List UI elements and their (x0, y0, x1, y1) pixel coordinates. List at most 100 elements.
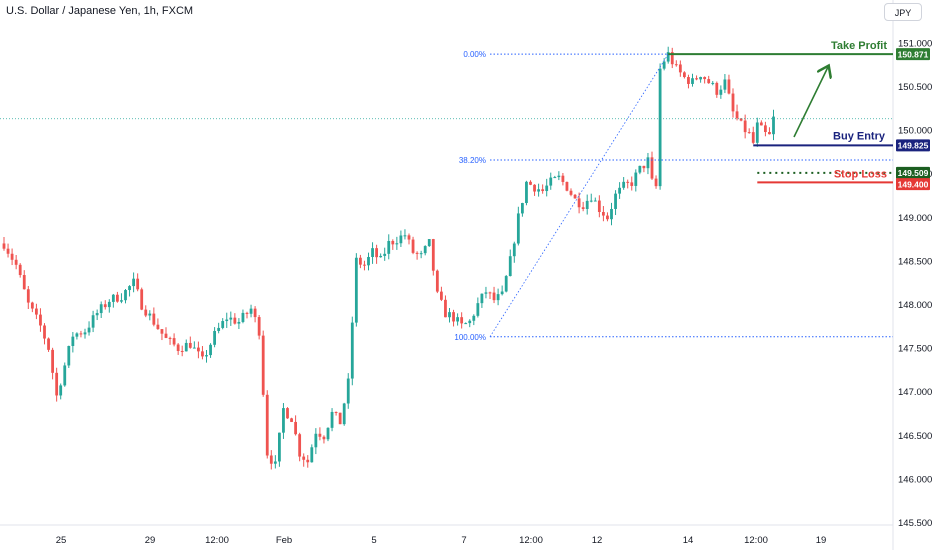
candle-body (541, 189, 545, 192)
candle-body (116, 294, 119, 302)
candle-body (383, 253, 387, 256)
candle-body (764, 125, 767, 133)
candle-body (310, 447, 314, 463)
candle-body (695, 78, 698, 80)
candle-body (14, 259, 18, 265)
take-profit-price-tag (896, 48, 930, 61)
candle-body (359, 257, 362, 265)
candle-body (504, 276, 508, 292)
candle-body (26, 289, 30, 303)
candle-body (602, 212, 605, 216)
x-tick-label: 14 (683, 535, 694, 546)
candle-body (557, 175, 561, 178)
candle-body (229, 317, 233, 320)
candle-body (747, 132, 751, 134)
x-tick-label: 29 (145, 535, 156, 546)
currency-button[interactable]: JPY (884, 3, 922, 21)
candle-body (363, 264, 366, 266)
candle-body (703, 77, 707, 80)
y-tick-label: 147.500 (898, 344, 932, 355)
y-tick-label: 148.000 (898, 300, 932, 311)
candle-body (201, 351, 204, 357)
candle-body (330, 411, 334, 428)
candle-body (10, 253, 14, 260)
candle-body (156, 324, 160, 330)
candle-body (614, 193, 617, 209)
candle-body (172, 338, 176, 345)
candle-body (435, 270, 439, 292)
arrow-up-icon (793, 67, 828, 138)
candle-body (391, 240, 395, 245)
candle-body (743, 120, 747, 133)
candle-body (298, 434, 302, 457)
candle-body (168, 337, 172, 339)
candle-body (107, 301, 111, 308)
fib-level-label: 100.00% (454, 333, 486, 342)
candles (2, 46, 775, 470)
candle-body (95, 313, 99, 316)
candle-body (735, 111, 739, 119)
candle-body (395, 243, 399, 245)
candle-body (217, 327, 221, 331)
candle-body (152, 313, 156, 325)
candle-body (326, 427, 330, 440)
candle-body (719, 89, 723, 95)
candle-body (731, 93, 735, 112)
candle-body (630, 182, 634, 186)
candle-body (419, 253, 423, 255)
candle-body (658, 68, 662, 187)
candle-body (213, 330, 216, 345)
candle-body (727, 79, 731, 94)
candle-body (565, 181, 569, 191)
candle-body (269, 455, 273, 464)
candle-body (711, 82, 715, 84)
candle-body (59, 385, 63, 396)
take-profit-label: Take Profit (831, 40, 887, 52)
y-tick-label: 149.000 (898, 213, 932, 224)
candle-body (407, 235, 411, 240)
candle-body (468, 320, 472, 324)
stop-loss-price-tag-text: 149.400 (898, 179, 929, 189)
candle-body (723, 79, 727, 90)
candle-body (188, 342, 192, 348)
candle-body (51, 349, 54, 373)
candle-body (43, 325, 46, 339)
candle-body (180, 351, 184, 353)
candle-body (476, 303, 480, 316)
candle-body (265, 394, 269, 456)
candle-body (683, 72, 686, 78)
candle-body (674, 64, 678, 66)
candle-body (403, 235, 407, 237)
candle-body (30, 302, 34, 309)
x-tick-label: 25 (56, 535, 67, 546)
stop-loss-label: Stop Loss (834, 168, 887, 180)
candle-body (585, 200, 589, 209)
candle-body (626, 181, 630, 183)
candle-body (472, 315, 476, 321)
candle-body (533, 184, 536, 192)
candle-body (488, 292, 492, 294)
buy-entry-price-tag-text: 149.825 (898, 141, 929, 151)
x-tick-label: 12:00 (205, 535, 229, 546)
candle-body (176, 344, 180, 352)
candle-body (148, 313, 152, 316)
candle-body (427, 239, 431, 247)
candle-body (184, 342, 188, 352)
candle-body (71, 336, 75, 347)
candle-body (516, 213, 520, 244)
candle-body (160, 329, 164, 334)
x-tick-label: 19 (816, 535, 827, 546)
candle-body (225, 319, 229, 322)
candle-body (144, 309, 148, 316)
candle-body (22, 275, 26, 290)
candle-body (314, 433, 318, 448)
candle-body (132, 278, 135, 287)
candle-body (387, 240, 391, 254)
candle-body (581, 207, 585, 209)
candle-body (245, 312, 249, 314)
candle-body (545, 185, 549, 192)
stop-loss-price-tag (896, 178, 930, 191)
y-tick-label: 148.500 (898, 256, 932, 267)
candle-body (452, 312, 455, 322)
